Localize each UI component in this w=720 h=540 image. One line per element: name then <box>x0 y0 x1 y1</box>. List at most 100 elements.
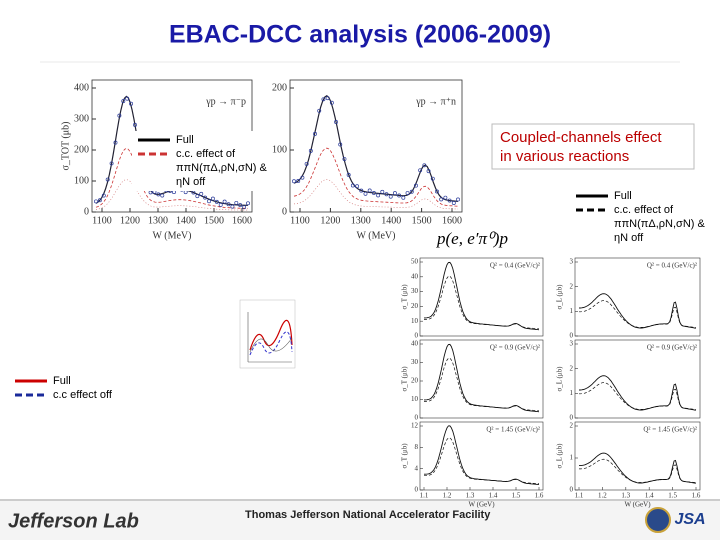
data-point <box>418 168 423 173</box>
q2-label: Q² = 0.4 (GeV/c)² <box>490 262 540 270</box>
full-curve <box>579 293 697 329</box>
data-point <box>117 113 122 118</box>
data-point <box>304 161 309 166</box>
data-point <box>350 183 355 188</box>
q2-label: Q² = 0.4 (GeV/c)² <box>647 262 697 270</box>
y-tick-label: 30 <box>411 358 419 366</box>
data-point <box>296 178 301 183</box>
data-point <box>435 189 439 194</box>
data-point <box>218 202 223 207</box>
data-point <box>242 205 247 210</box>
data-point <box>397 193 402 198</box>
data-point <box>210 196 215 201</box>
data-point <box>439 197 444 202</box>
panel-frame <box>419 339 544 419</box>
data-point <box>451 201 456 205</box>
legend-label: c.c. effect of <box>176 148 236 160</box>
y-tick-label: 1 <box>570 389 574 397</box>
y-axis-title: σ_T (μb) <box>401 366 409 392</box>
legend-label: Full <box>176 134 194 146</box>
x-tick-label: 1.2 <box>443 492 452 500</box>
data-point <box>195 194 200 199</box>
legend-label: ππN(πΔ,ρN,σN) & <box>614 218 705 230</box>
data-point <box>321 97 326 102</box>
y-tick-label: 0 <box>570 486 574 494</box>
data-point <box>363 191 368 196</box>
data-point <box>313 131 317 136</box>
y-tick-label: 0 <box>570 332 574 340</box>
y-tick-label: 40 <box>411 340 419 348</box>
callout-text: in various reactions <box>500 148 629 165</box>
cc-off-curve <box>579 458 697 484</box>
data-point <box>94 199 98 204</box>
x-tick-label: 1400 <box>176 215 196 226</box>
x-tick-label: 1.6 <box>692 492 701 500</box>
data-point <box>113 140 118 145</box>
jsa-logo: JSA <box>674 511 705 528</box>
y-tick-label: 30 <box>411 287 419 295</box>
cc-off-curve <box>579 382 697 410</box>
y-tick-label: 10 <box>411 317 419 325</box>
full-curve <box>579 452 697 484</box>
data-point <box>413 183 418 188</box>
cc-off-curve <box>579 300 697 328</box>
other-curve <box>293 179 458 210</box>
y-tick-label: 0 <box>570 414 574 422</box>
x-tick-label: 1100 <box>92 215 112 226</box>
y-tick-label: 0 <box>282 206 287 217</box>
x-axis-title: W (MeV) <box>153 230 192 241</box>
full-curve <box>293 95 459 202</box>
cc-off-curve <box>95 147 248 209</box>
cc-off-curve <box>424 437 540 485</box>
data-point <box>300 175 305 180</box>
data-point <box>133 122 137 127</box>
reaction-label: γp → π⁺n <box>415 96 456 107</box>
data-point <box>334 120 339 124</box>
data-point <box>426 169 431 174</box>
data-point <box>409 189 414 194</box>
data-point <box>125 96 130 101</box>
data-point <box>371 191 376 195</box>
data-point <box>325 96 330 101</box>
x-tick-label: 1.4 <box>645 492 654 500</box>
x-tick-label: 1400 <box>381 215 401 226</box>
reaction-label: γp → π⁻p <box>205 96 246 107</box>
data-point <box>367 188 372 193</box>
data-point <box>401 195 406 200</box>
x-tick-label: 1300 <box>351 215 371 226</box>
data-point <box>234 200 239 205</box>
legend-label: c.c effect off <box>53 389 113 401</box>
legend-label: c.c. effect of <box>614 204 674 216</box>
y-tick-label: 4 <box>415 464 419 472</box>
y-tick-label: 100 <box>74 175 89 186</box>
y-tick-label: 20 <box>411 302 419 310</box>
slide-title: EBAC-DCC analysis (2006-2009) <box>169 21 551 49</box>
y-tick-label: 100 <box>272 144 287 155</box>
data-point <box>160 193 165 198</box>
x-tick-label: 1200 <box>120 215 140 226</box>
data-point <box>207 199 211 204</box>
y-tick-label: 50 <box>411 258 419 266</box>
y-tick-label: 0 <box>415 414 419 422</box>
y-tick-label: 300 <box>74 113 89 124</box>
x-tick-label: 1.2 <box>598 492 607 500</box>
y-tick-label: 400 <box>74 82 89 93</box>
y-axis-title: σ_T (μb) <box>401 284 409 310</box>
x-tick-label: 1600 <box>232 215 252 226</box>
data-point <box>355 184 360 189</box>
x-tick-label: 1.3 <box>621 492 630 500</box>
data-point <box>422 163 427 168</box>
y-tick-label: 1 <box>570 307 574 315</box>
data-point <box>359 188 364 193</box>
y-axis-title: σ_TOT (μb) <box>60 122 71 171</box>
data-point <box>246 201 250 206</box>
data-point <box>405 191 410 195</box>
data-point <box>238 203 243 208</box>
data-point <box>329 100 334 105</box>
data-point <box>121 99 126 104</box>
y-tick-label: 2 <box>570 422 574 430</box>
inset-thumbnail <box>239 299 296 369</box>
cc-off-curve <box>293 147 459 207</box>
full-curve <box>579 375 697 411</box>
y-axis-title: σ_T (μb) <box>401 443 409 469</box>
